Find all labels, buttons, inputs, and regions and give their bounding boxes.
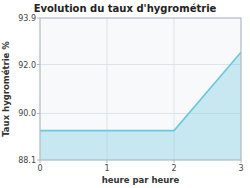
tick-label-x: 2	[171, 164, 176, 173]
x-axis-label: heure par heure	[102, 175, 180, 185]
plot-frame	[40, 18, 241, 160]
area-line	[40, 52, 241, 130]
tick-label-y: 92.0	[18, 61, 36, 70]
area-fill	[40, 52, 241, 160]
grid-line-y	[40, 64, 241, 65]
chart-container: 88.1 90.0 92.0 93.9 0 1 2 3 heure par heure Taux …	[0, 0, 250, 188]
axes: 88.1 90.0 92.0 93.9 0 1 2 3	[18, 14, 243, 173]
plot-background	[40, 18, 241, 160]
tick-x	[174, 160, 175, 163]
chart-svg: 88.1 90.0 92.0 93.9 0 1 2 3 heure par heure Taux …	[0, 0, 250, 188]
tick-x	[241, 160, 242, 163]
tick-x	[40, 160, 41, 163]
y-axis-label: Taux hygrométrie %	[1, 41, 11, 137]
chart-title: Evolution du taux d'hygrométrie	[34, 3, 217, 14]
tick-y	[37, 18, 40, 19]
tick-y	[37, 113, 40, 114]
tick-x	[107, 160, 108, 163]
tick-label-x: 0	[37, 164, 42, 173]
tick-label-y: 90.0	[18, 109, 36, 118]
tick-label-x: 3	[238, 164, 243, 173]
tick-label-y: 93.9	[18, 14, 36, 23]
grid	[40, 18, 241, 160]
tick-label-x: 1	[104, 164, 109, 173]
tick-y	[37, 64, 40, 65]
tick-label-y: 88.1	[18, 156, 36, 165]
data-group	[40, 52, 241, 160]
